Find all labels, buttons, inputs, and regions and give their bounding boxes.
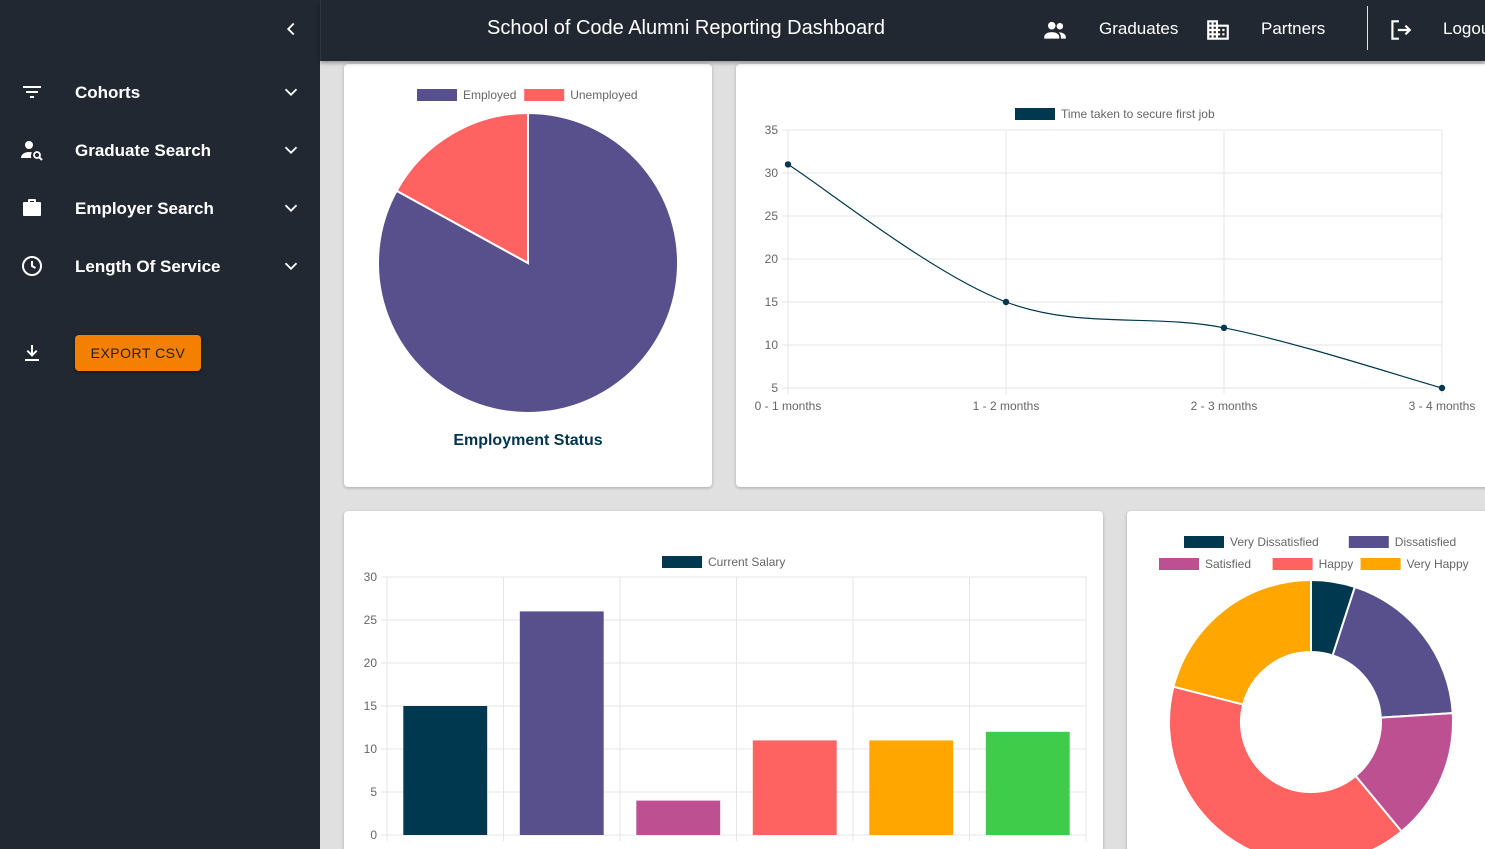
legend-swatch — [1272, 558, 1313, 570]
legend-swatch — [1360, 558, 1401, 570]
legend-label: Unemployed — [570, 88, 637, 102]
building-icon[interactable] — [1205, 17, 1231, 43]
pie-slice-unemployed — [395, 111, 529, 265]
nav-graduates[interactable]: Graduates — [1099, 19, 1179, 38]
legend-label: Satisfied — [1205, 557, 1251, 571]
y-tick-label: 25 — [364, 613, 378, 627]
legend-swatch — [524, 89, 565, 101]
header-content: School of Code Alumni Reporting Dashboar… — [321, 0, 1485, 61]
chart-title: Employment Status — [453, 432, 603, 449]
nav-partners[interactable]: Partners — [1261, 19, 1326, 38]
legend-swatch — [1015, 108, 1055, 120]
y-tick-label: 30 — [364, 570, 378, 584]
y-tick-label: 30 — [765, 166, 779, 180]
download-icon[interactable] — [20, 341, 44, 365]
legend-swatch — [1159, 558, 1199, 570]
satisfaction-card: Very Dissatisfied Dissatisfied Satisfied Ha… — [1127, 511, 1485, 849]
bar — [869, 740, 954, 835]
sidebar-item-cohorts[interactable]: Cohorts — [0, 72, 320, 112]
people-icon[interactable] — [1042, 17, 1068, 43]
x-tick-label: 2 - 3 months — [1191, 399, 1258, 413]
legend-label: Very Dissatisfied — [1230, 535, 1319, 549]
pie-slice-dissatisfied — [1331, 585, 1454, 719]
y-tick-label: 20 — [765, 252, 779, 266]
y-tick-label: 35 — [765, 123, 779, 137]
x-tick-label: 1 - 2 months — [973, 399, 1040, 413]
current-salary-chart: Current Salary 0 5 10 15 20 25 30 — [364, 555, 1087, 842]
bar — [636, 800, 721, 835]
legend-label: Happy — [1319, 557, 1354, 571]
x-tick-label: 3 - 4 months — [1409, 399, 1476, 413]
data-point — [1438, 384, 1446, 392]
y-tick-label: 25 — [765, 209, 779, 223]
data-point — [1002, 298, 1010, 306]
y-tick-label: 20 — [364, 656, 378, 670]
legend-label: Very Happy — [1407, 557, 1469, 571]
top-app-bar: School of Code Alumni Reporting Dashboar… — [320, 0, 1485, 61]
chevron-down-icon[interactable] — [280, 255, 302, 277]
y-tick-label: 15 — [364, 699, 378, 713]
filter-icon — [23, 86, 41, 98]
time-to-first-job-card: Time taken to secure first job 5 10 15 20 25 3… — [736, 64, 1485, 487]
legend-swatch — [1184, 536, 1224, 548]
satisfaction-chart: Very Dissatisfied Dissatisfied Satisfied Ha… — [1159, 535, 1469, 849]
pie-slice-very-happy — [1172, 578, 1312, 706]
briefcase-icon — [23, 199, 41, 216]
data-point — [1220, 324, 1228, 331]
bar — [403, 706, 488, 835]
person-search-icon — [21, 141, 43, 161]
page-title: School of Code Alumni Reporting Dashboar… — [487, 17, 886, 39]
sidebar-item-label: Length Of Service — [75, 257, 221, 276]
bar — [519, 611, 604, 835]
y-tick-label: 5 — [370, 785, 377, 799]
y-tick-label: 10 — [765, 338, 779, 352]
sidebar-item-label: Employer Search — [75, 199, 214, 218]
legend-label: Dissatisfied — [1395, 535, 1456, 549]
bar — [752, 740, 837, 835]
sidebar-item-employer-search[interactable]: Employer Search — [0, 188, 320, 228]
export-csv-button[interactable]: EXPORT CSV — [75, 335, 201, 371]
employment-status-card: Employed Unemployed Employment Status — [344, 64, 712, 487]
sidebar-item-length-of-service[interactable]: Length Of Service — [0, 246, 320, 286]
sidebar-item-label: Graduate Search — [75, 141, 212, 160]
chevron-left-icon[interactable] — [280, 18, 302, 40]
y-tick-label: 10 — [364, 742, 378, 756]
bar — [985, 731, 1070, 835]
nav-divider — [1367, 6, 1368, 50]
sidebar-item-label: Cohorts — [75, 83, 141, 102]
y-tick-label: 0 — [370, 828, 377, 842]
time-to-first-job-chart: Time taken to secure first job 5 10 15 20 25 3… — [755, 107, 1476, 413]
sidebar: Cohorts Graduate Search Employer Search — [0, 0, 320, 849]
y-tick-label: 15 — [765, 295, 779, 309]
chevron-down-icon[interactable] — [280, 81, 302, 103]
series-line — [787, 163, 1443, 389]
legend-label: Current Salary — [708, 555, 785, 569]
clock-icon — [22, 256, 42, 276]
sidebar-item-graduate-search[interactable]: Graduate Search — [0, 130, 320, 170]
legend-label: Employed — [463, 88, 516, 102]
logout-icon[interactable] — [1387, 17, 1413, 43]
x-tick-label: 0 - 1 months — [755, 399, 822, 413]
employment-status-chart: Employed Unemployed — [377, 88, 679, 414]
y-tick-label: 5 — [771, 381, 778, 395]
legend-swatch — [1348, 536, 1389, 548]
legend-swatch — [417, 89, 457, 101]
export-row: EXPORT CSV — [0, 335, 320, 371]
chevron-down-icon[interactable] — [280, 139, 302, 161]
legend-label: Time taken to secure first job — [1061, 107, 1215, 121]
data-point — [784, 161, 792, 168]
chevron-down-icon[interactable] — [280, 197, 302, 219]
nav-logout[interactable]: Logout — [1443, 19, 1485, 38]
current-salary-card: Current Salary 0 5 10 15 20 25 30 — [344, 511, 1103, 849]
legend-swatch — [662, 556, 702, 568]
pie-slice-happy — [1168, 685, 1403, 849]
